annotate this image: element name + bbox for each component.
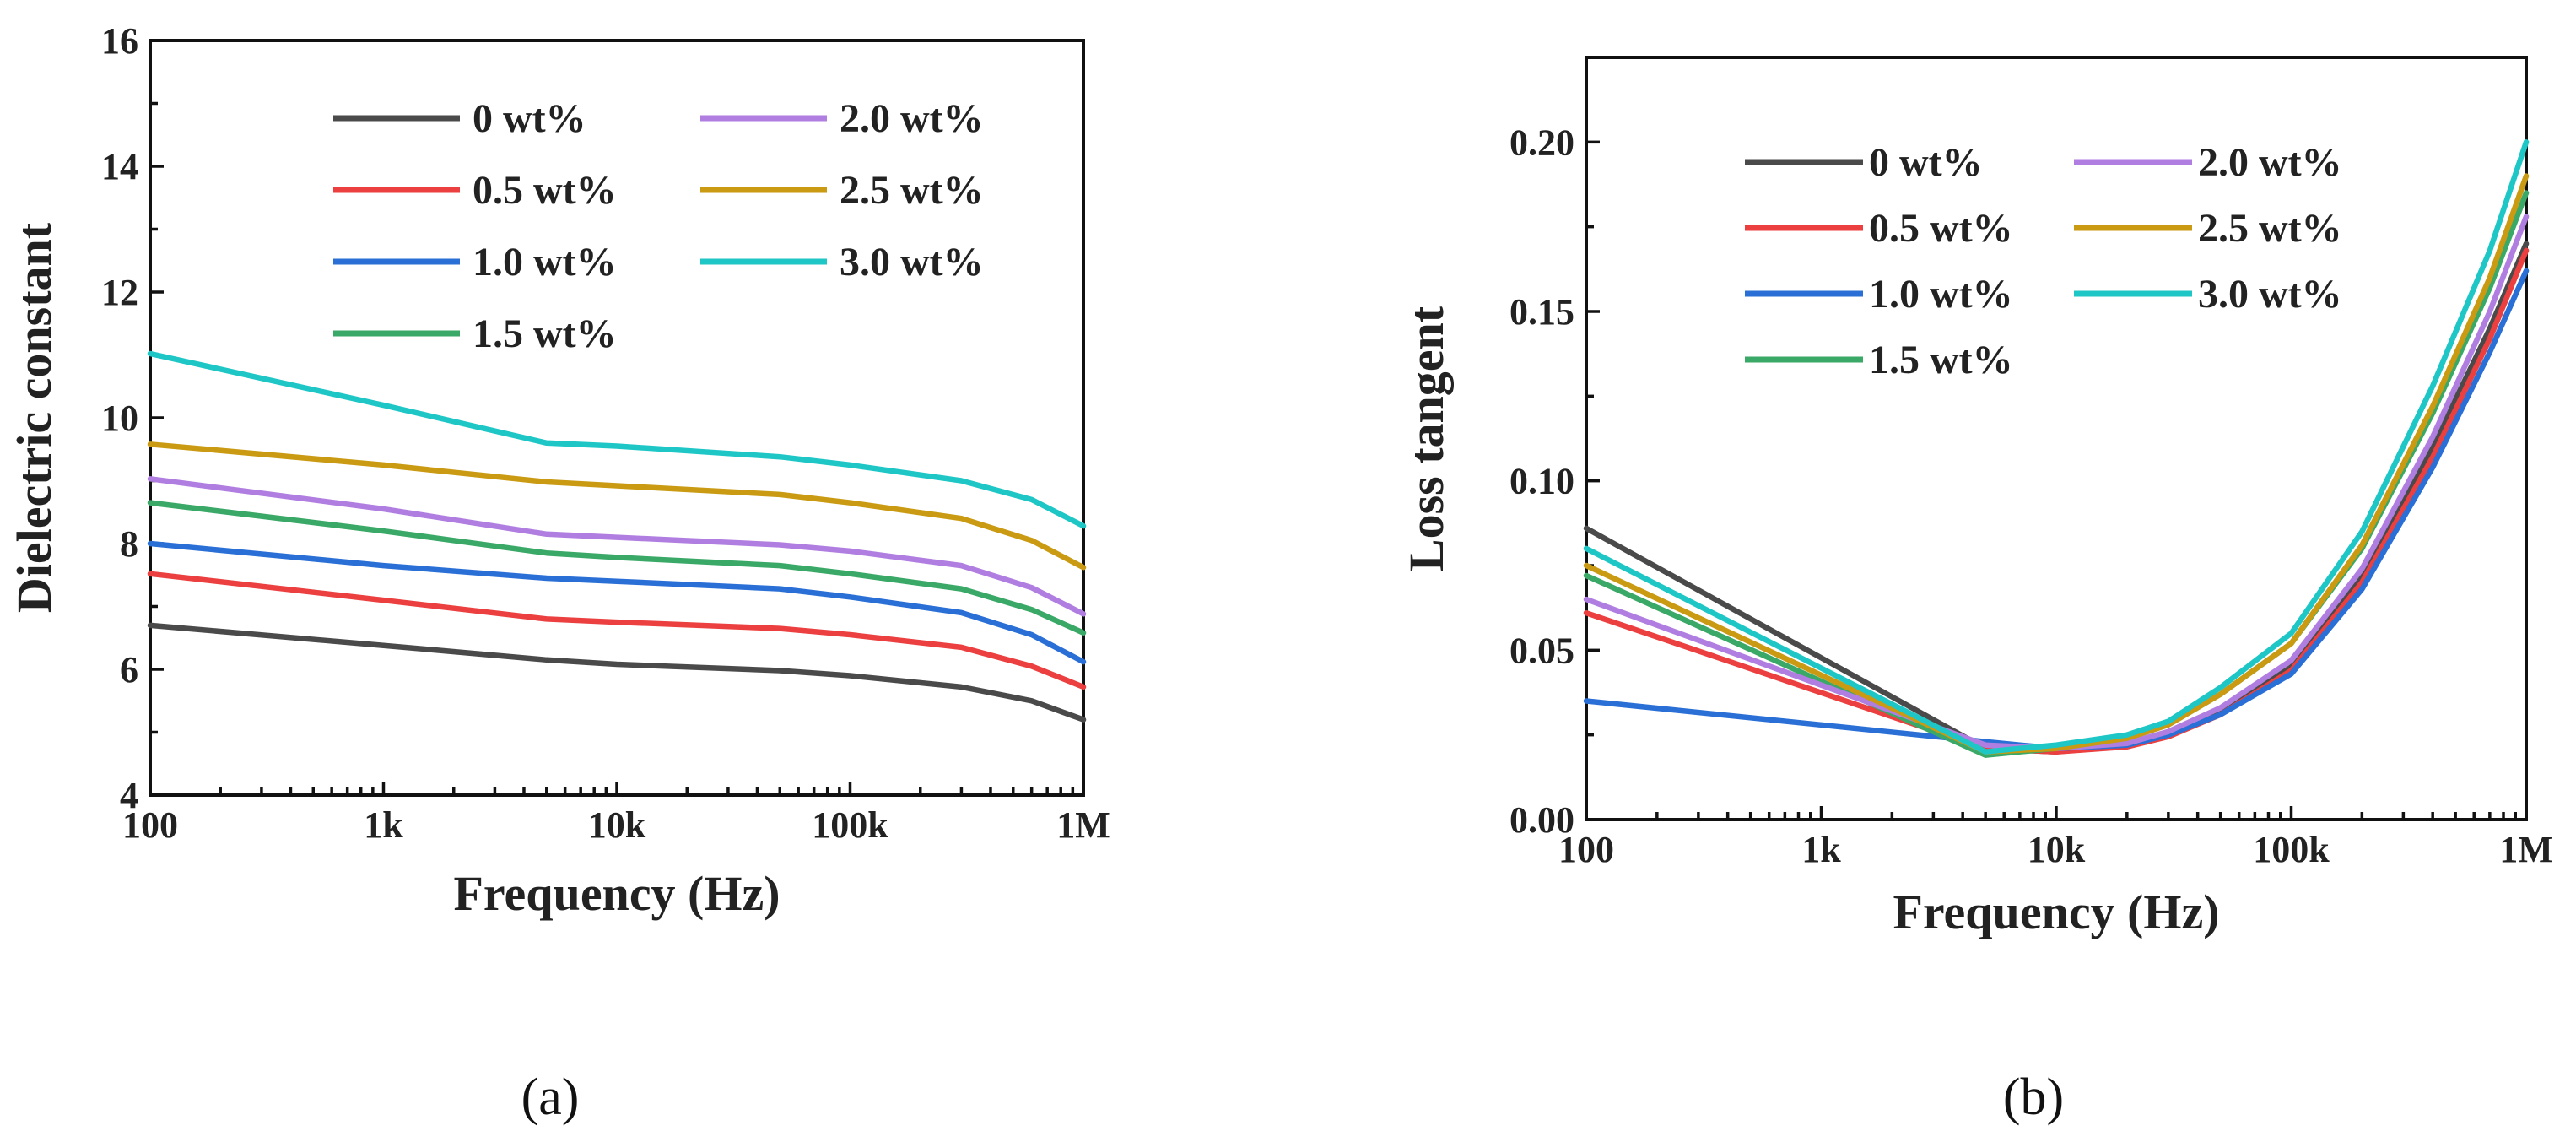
x-axis-title: Frequency (Hz) [453, 866, 780, 921]
y-tick-label: 0.00 [1509, 799, 1574, 841]
legend-label: 2.0 wt% [2198, 140, 2342, 185]
legend-label: 0 wt% [1869, 140, 1983, 185]
legend-label: 2.5 wt% [840, 168, 984, 213]
y-tick-label: 10 [101, 398, 138, 439]
legend-label: 1.5 wt% [473, 311, 617, 356]
y-tick-label: 16 [101, 20, 138, 62]
x-tick-label: 100k [812, 804, 888, 846]
y-tick-label: 0.10 [1509, 461, 1574, 502]
series-line [1583, 173, 2530, 755]
x-tick-label: 1k [364, 804, 403, 846]
panel-label-a: (a) [521, 1069, 580, 1126]
x-tick-label: 100 [122, 804, 178, 846]
y-tick-label: 0.15 [1509, 291, 1574, 333]
y-tick-label: 0.20 [1509, 122, 1574, 163]
series-line [1583, 190, 2530, 758]
series-line [147, 571, 1087, 690]
x-tick-label: 100 [1558, 829, 1614, 870]
series-line [147, 622, 1087, 723]
x-tick-label: 10k [2028, 829, 2086, 870]
legend-label: 3.0 wt% [840, 240, 984, 284]
series-line [1583, 139, 2530, 755]
series-line [147, 350, 1087, 529]
legend-label: 2.5 wt% [2198, 206, 2342, 251]
y-tick-label: 0.05 [1509, 630, 1574, 671]
chart-panel-b: 100 1k 10k 100k 1M 0.00 0.05 0.10 0.15 0.20 Freque… [1399, 56, 2553, 939]
plot-frame [1585, 56, 2528, 821]
y-tick-label: 12 [101, 272, 138, 313]
panel-label-b: (b) [2003, 1069, 2064, 1126]
y-tick-label: 8 [120, 523, 138, 565]
legend-label: 1.5 wt% [1869, 338, 2013, 382]
legend-label: 1.0 wt% [473, 240, 617, 284]
y-axis-title: Loss tangent [1399, 306, 1454, 571]
plot-frame [149, 39, 1085, 797]
y-tick-label: 14 [101, 146, 138, 187]
y-axis-title: Dielectric constant [7, 222, 62, 613]
chart-panel-a: 100 1k 10k 100k 1M 4 6 8 10 12 14 16 Frequency (Hz) D… [7, 20, 1110, 921]
legend-label: 1.0 wt% [1869, 272, 2013, 317]
series-line [147, 540, 1087, 665]
y-tick-label: 6 [120, 649, 138, 690]
y-tick-label: 4 [120, 775, 138, 816]
series-line [147, 441, 1087, 571]
x-tick-label: 100k [2253, 829, 2330, 870]
x-tick-label: 1M [1056, 804, 1110, 846]
legend-label: 0.5 wt% [1869, 206, 2013, 251]
x-tick-label: 1M [2499, 829, 2553, 870]
legend-label: 2.0 wt% [840, 96, 984, 141]
legend-label: 0.5 wt% [473, 168, 617, 213]
series-line [147, 476, 1087, 617]
series-line [147, 500, 1087, 636]
x-tick-label: 1k [1801, 829, 1841, 870]
legend-label: 3.0 wt% [2198, 272, 2342, 317]
x-tick-label: 10k [588, 804, 646, 846]
legend-label: 0 wt% [473, 96, 586, 141]
x-axis-title: Frequency (Hz) [1893, 885, 2219, 939]
